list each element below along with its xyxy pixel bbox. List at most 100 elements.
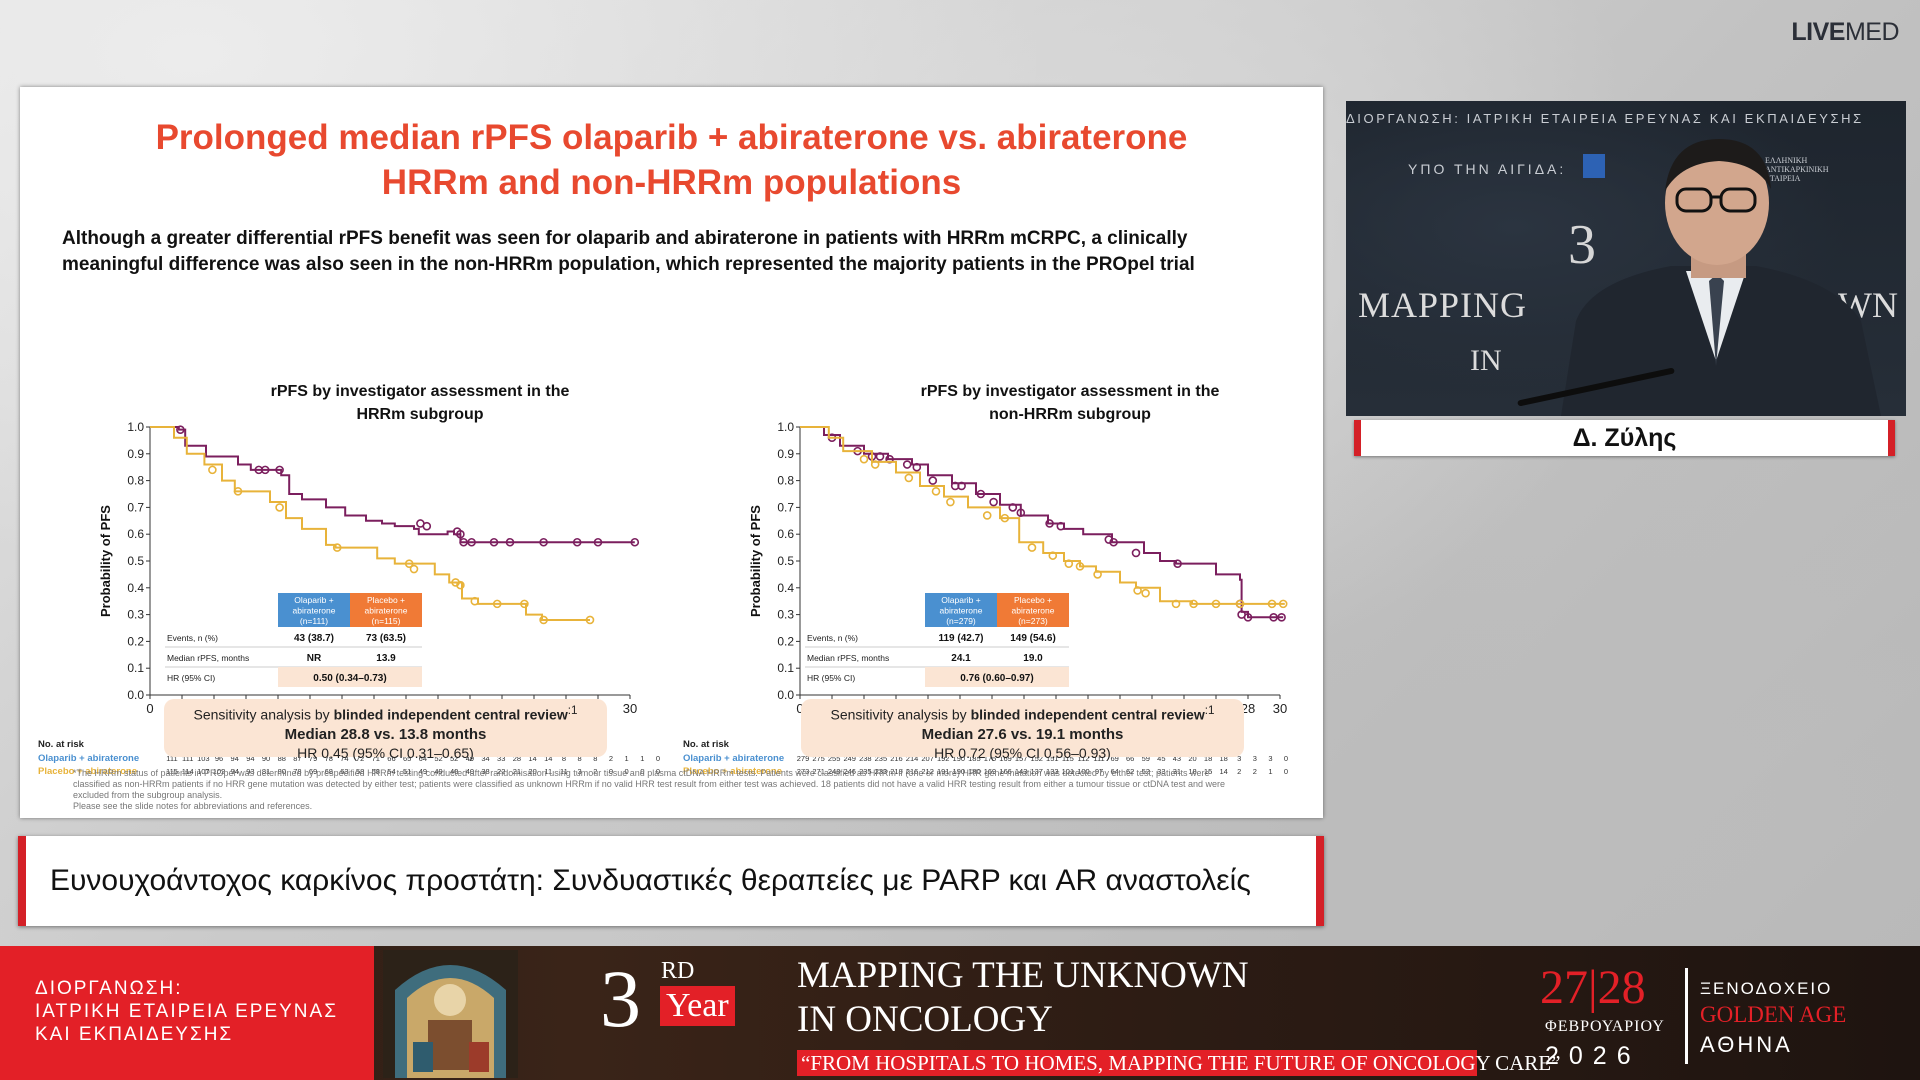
censor-mark-olaparib (1016, 508, 1026, 518)
risk-value-placebo: 78 (293, 767, 301, 776)
speaker-name-bar: Δ. Ζύλης (1354, 420, 1895, 456)
censor-mark-olaparib (976, 489, 986, 499)
table-header-olaparib (278, 593, 350, 627)
risk-value-placebo: 49 (419, 767, 427, 776)
risk-value-placebo: 0 (640, 767, 644, 776)
censor-mark-olaparib (1277, 612, 1286, 622)
risk-value-placebo: 21 (513, 767, 521, 776)
risk-value-olaparib: 0 (1284, 754, 1288, 763)
y-tick-label: 0.5 (127, 554, 144, 568)
risk-value-placebo: 180 (968, 767, 981, 776)
censor-mark-placebo (1141, 588, 1150, 598)
risk-value-placebo: 11 (560, 767, 568, 776)
risk-value-placebo: 31 (1173, 767, 1181, 776)
risk-value-placebo: 101 (1062, 767, 1075, 776)
x-tick-label: 30 (1273, 701, 1287, 716)
censor-mark-olaparib (572, 537, 582, 547)
risk-value-olaparib: 78 (325, 754, 333, 763)
risk-value-olaparib: 71 (372, 754, 380, 763)
risk-value-placebo: 2 (1253, 767, 1257, 776)
censor-mark-olaparib (630, 537, 640, 547)
hcs-logo-text: ΕΛΛΗΝΙΚΗ ΑΝΤΙΚΑΡΚΙΝΙΚΗ ΕΤΑΙΡΕΙΑ (1765, 156, 1829, 183)
table-cell-olaparib: 119 (42.7) (938, 633, 983, 644)
censor-mark-olaparib (1243, 612, 1253, 622)
sensitivity-hr: HR 0.72 (95% CI 0.56–0.93) (934, 744, 1111, 761)
presentation-slide: Prolonged median rPFS olaparib + abirate… (20, 87, 1323, 818)
censor-mark-olaparib (1045, 519, 1054, 528)
event-banner: ΔΙΟΡΓΑΝΩΣΗ: ΙΑΤΡΙΚΗ ΕΤΑΙΡΕΙΑ ΕΡΕΥΝΑΣ ΚΑΙ… (0, 946, 1920, 1080)
risk-value-olaparib: 45 (1157, 754, 1165, 763)
risk-value-placebo: 11 (544, 767, 552, 776)
censor-mark-olaparib (176, 425, 185, 434)
risk-value-olaparib: 33 (497, 754, 505, 763)
table-cell-olaparib: NR (307, 653, 322, 664)
footnote-references: Please see the slide notes for abbreviat… (73, 801, 313, 811)
censor-mark-olaparib (989, 497, 998, 507)
risk-value-placebo: 49 (434, 767, 442, 776)
risk-value-olaparib: 94 (246, 754, 254, 763)
banner-venue-name: GOLDEN AGE (1700, 1002, 1847, 1027)
censor-mark-placebo (404, 559, 414, 568)
censor-mark-placebo (870, 460, 880, 469)
censor-mark-placebo (1075, 562, 1085, 571)
y-tick-label: 0.8 (777, 474, 794, 488)
risk-value-olaparib: 14 (528, 754, 536, 763)
censor-mark-olaparib (505, 537, 515, 547)
table-cell-placebo: 73 (63.5) (366, 633, 406, 644)
table-header-placebo-text: (n=115) (372, 616, 401, 626)
risk-value-olaparib: 175 (984, 754, 997, 763)
risk-value-olaparib: 66 (387, 754, 395, 763)
censor-mark-olaparib (1173, 559, 1182, 568)
censor-mark-placebo (520, 599, 529, 609)
y-tick-label: 0.0 (127, 688, 144, 702)
risk-value-olaparib: 103 (197, 754, 210, 763)
risk-value-olaparib: 115 (1062, 754, 1074, 763)
censor-mark-placebo (1027, 543, 1037, 552)
km-plot-non-hrrm: rPFS by investigator assessment in the no… (683, 383, 1288, 777)
y-tick-label: 0.7 (777, 500, 794, 514)
table-hr-label: HR (95% CI) (167, 673, 215, 683)
censor-mark-placebo (492, 599, 502, 609)
banner-dates: 27|28 (1540, 961, 1646, 1014)
risk-value-placebo: 191 (937, 767, 950, 776)
sensitivity-heading: Sensitivity analysis by blinded independ… (193, 704, 578, 723)
risk-value-olaparib: 72 (356, 754, 364, 763)
banner-artwork (383, 950, 518, 1078)
risk-value-placebo: 52 (1142, 767, 1150, 776)
table-header-placebo-text: abiraterone (1011, 606, 1054, 616)
risk-value-olaparib: 238 (859, 754, 872, 763)
risk-title: No. at risk (38, 739, 85, 750)
y-tick-label: 0.7 (127, 500, 144, 514)
y-tick-label: 1.0 (777, 420, 794, 434)
chart-hrrm: rPFS by investigator assessment in the HR… (20, 292, 660, 777)
censor-mark-olaparib (456, 529, 465, 539)
banner-title-line1: MAPPING THE UNKNOWN (797, 955, 1249, 996)
risk-value-placebo: 169 (984, 767, 997, 776)
risk-value-placebo: 233 (875, 767, 888, 776)
backdrop-in-text: IN (1470, 344, 1502, 377)
sensitivity-hr: HR 0.45 (95% CI 0.31–0.65) (297, 744, 474, 761)
slide-subtitle: Although a greater differential rPFS ben… (62, 228, 1195, 275)
risk-value-olaparib: 8 (562, 754, 566, 763)
series-line-olaparib (150, 426, 635, 544)
table-header-placebo-text: Placebo + (367, 595, 405, 605)
risk-value-olaparib: 8 (578, 754, 582, 763)
risk-value-olaparib: 66 (1126, 754, 1134, 763)
risk-value-placebo: 273 (797, 767, 810, 776)
risk-value-olaparib: 49 (466, 754, 474, 763)
table-hr-background (278, 667, 422, 687)
risk-value-placebo: 38 (481, 767, 489, 776)
censor-mark-placebo (539, 615, 548, 625)
risk-value-olaparib: 216 (890, 754, 903, 763)
censor-mark-olaparib (928, 476, 938, 485)
risk-value-placebo: 63 (340, 767, 348, 776)
risk-value-placebo: 62 (1126, 767, 1134, 776)
censor-mark-placebo (470, 596, 480, 606)
risk-value-placebo: 1 (1268, 767, 1272, 776)
risk-value-olaparib: 111 (182, 754, 193, 763)
censor-mark-olaparib (459, 537, 468, 547)
risk-value-placebo: 133 (1046, 767, 1059, 776)
risk-value-placebo: 3 (578, 767, 582, 776)
table-header-olaparib-text: Olaparib + (941, 595, 980, 605)
risk-label-olaparib: Olaparib + abiraterone (683, 753, 784, 764)
